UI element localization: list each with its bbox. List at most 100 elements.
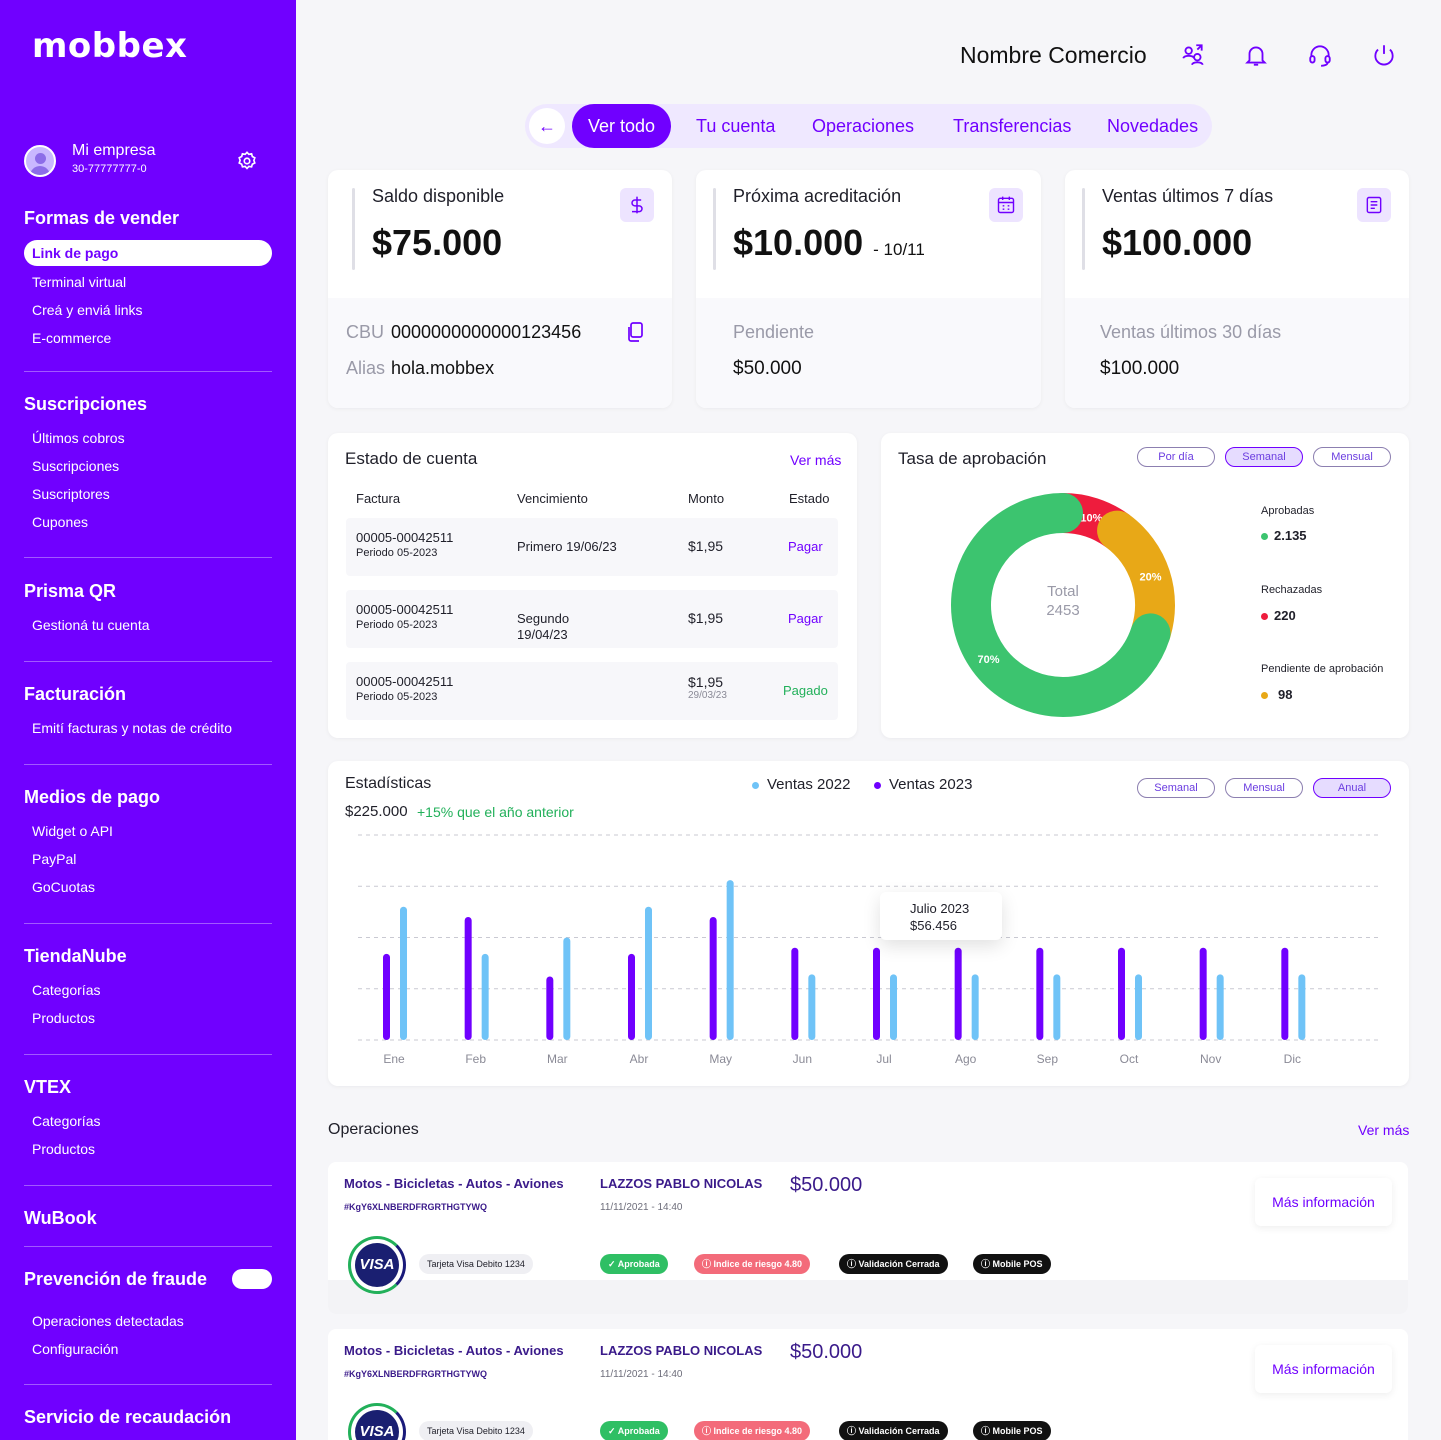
estado-ver-mas-link[interactable]: Ver más: [790, 452, 842, 468]
bar-ventas-2022[interactable]: [890, 974, 897, 1040]
profile[interactable]: Mi empresa 30-77777777-0: [24, 142, 272, 182]
sidebar-item-operaciones-detectadas[interactable]: Operaciones detectadas: [32, 1313, 184, 1329]
sidebar-heading-wubook[interactable]: WuBook: [24, 1208, 97, 1228]
donut-slice-label: 20%: [1139, 572, 1161, 584]
tab-novedades[interactable]: Novedades: [1107, 116, 1199, 136]
series-name: Ventas 2022: [767, 776, 851, 793]
operaciones-ver-mas-link[interactable]: Ver más: [1358, 1122, 1410, 1138]
value: 220: [1274, 608, 1296, 623]
mobbex-logo[interactable]: mobbex: [32, 26, 188, 66]
fraud-toggle[interactable]: [232, 1269, 272, 1289]
tab-operaciones[interactable]: Operaciones: [812, 116, 915, 136]
bar-ventas-2022[interactable]: [726, 880, 734, 1040]
filter-mensual[interactable]: Mensual: [1313, 447, 1391, 467]
bar-ventas-2023[interactable]: [464, 917, 472, 1040]
sidebar-item-ultimos-cobros[interactable]: Últimos cobros: [32, 430, 125, 446]
sidebar-item-ecommerce[interactable]: E-commerce: [32, 330, 112, 346]
kpi-accent-bar: [352, 188, 355, 270]
receipt-icon: [1357, 188, 1391, 222]
operation-card[interactable]: Motos - Bicicletas - Autos - Aviones #Kg…: [328, 1162, 1408, 1314]
sidebar-section-vtex: VTEX Categorías Productos: [24, 1075, 272, 1163]
filter-mensual[interactable]: Mensual: [1225, 778, 1303, 798]
kpi-label: Próxima acreditación: [733, 186, 902, 206]
bar-ventas-2023[interactable]: [546, 976, 554, 1040]
bar-ventas-2022[interactable]: [1135, 974, 1142, 1040]
bar-ventas-2023[interactable]: [709, 917, 717, 1040]
sidebar-item-configuracion[interactable]: Configuración: [32, 1341, 119, 1357]
sidebar-item-suscriptores[interactable]: Suscriptores: [32, 486, 110, 502]
tab-tu-cuenta[interactable]: Tu cuenta: [696, 116, 776, 136]
copy-icon[interactable]: [626, 322, 644, 342]
operation-date: 11/11/2021 - 14:40: [600, 1369, 683, 1380]
donut-center-label: Total 2453: [1003, 582, 1123, 620]
cbu-value: 0000000000000123456: [391, 322, 582, 342]
bar-ventas-2023[interactable]: [1118, 947, 1125, 1040]
mas-informacion-button[interactable]: Más información: [1255, 1178, 1392, 1226]
bar-ventas-2023[interactable]: [383, 953, 390, 1040]
operation-card[interactable]: Motos - Bicicletas - Autos - Aviones #Kg…: [328, 1329, 1408, 1440]
filter-semanal[interactable]: Semanal: [1225, 447, 1303, 467]
back-arrow-icon[interactable]: ←: [529, 108, 565, 144]
sidebar-item-terminal-virtual[interactable]: Terminal virtual: [32, 274, 127, 290]
sidebar-item-categorias[interactable]: Categorías: [32, 1113, 101, 1129]
filter-semanal[interactable]: Semanal: [1137, 778, 1215, 798]
sidebar-item-productos[interactable]: Productos: [32, 1010, 96, 1026]
bar-ventas-2023[interactable]: [954, 947, 962, 1040]
bar-ventas-2022[interactable]: [563, 937, 571, 1041]
bell-icon[interactable]: [1243, 42, 1269, 68]
switch-account-icon[interactable]: [1180, 42, 1206, 68]
bar-ventas-2022[interactable]: [1298, 974, 1306, 1040]
bar-ventas-2022[interactable]: [971, 974, 979, 1040]
gear-icon[interactable]: [236, 150, 258, 172]
divider: [24, 923, 272, 924]
channel-badge: ⓘ Mobile POS: [973, 1421, 1051, 1440]
sidebar-item-gocuotas[interactable]: GoCuotas: [32, 879, 96, 895]
bar-ventas-2022[interactable]: [400, 906, 407, 1040]
divider: [24, 764, 272, 765]
bar-ventas-2023[interactable]: [1036, 947, 1044, 1040]
sidebar-item-suscripciones[interactable]: Suscripciones: [32, 458, 120, 474]
approval-donut-chart: 10% 20% 70%: [951, 493, 1175, 717]
headset-icon[interactable]: [1307, 42, 1333, 68]
sidebar-item-productos[interactable]: Productos: [32, 1141, 96, 1157]
merchant-name: Nombre Comercio: [960, 42, 1147, 68]
estado-cuenta-card: Estado de cuenta Ver más Factura Vencimi…: [328, 433, 857, 738]
bar-ventas-2023[interactable]: [1281, 947, 1289, 1040]
bar-ventas-2022[interactable]: [645, 906, 652, 1040]
kpi-label: Ventas últimos 7 días: [1102, 186, 1274, 206]
bar-ventas-2023[interactable]: [873, 947, 880, 1040]
sidebar-item-cupones[interactable]: Cupones: [32, 514, 89, 530]
sidebar-section-suscripciones: Suscripciones Últimos cobros Suscripcion…: [24, 392, 272, 536]
vencimiento-line1: Segundo: [517, 611, 570, 626]
bar-ventas-2023[interactable]: [791, 947, 799, 1040]
sidebar-item-emiti-facturas[interactable]: Emití facturas y notas de crédito: [32, 720, 232, 736]
pagar-link[interactable]: Pagar: [788, 539, 823, 554]
tab-transferencias[interactable]: Transferencias: [953, 116, 1072, 136]
alias-label: Alias: [346, 358, 386, 378]
sidebar-item-gestiona-cuenta[interactable]: Gestioná tu cuenta: [32, 617, 150, 633]
donut-slice-label: 70%: [978, 654, 1000, 666]
sidebar-heading-recaudacion[interactable]: Servicio de recaudación: [24, 1407, 232, 1427]
filter-por-dia[interactable]: Por día: [1137, 447, 1215, 467]
kpi-accent-bar: [1082, 188, 1085, 270]
value: 2.135: [1274, 528, 1307, 543]
bar-ventas-2022[interactable]: [1216, 974, 1224, 1040]
pagar-link[interactable]: Pagar: [788, 611, 823, 626]
sidebar-item-widget-api[interactable]: Widget o API: [32, 823, 113, 839]
tab-ver-todo[interactable]: Ver todo: [572, 104, 672, 148]
bar-ventas-2022[interactable]: [808, 974, 816, 1040]
bar-ventas-2023[interactable]: [628, 953, 635, 1040]
pending-value: $50.000: [733, 358, 802, 379]
bar-ventas-2022[interactable]: [481, 953, 489, 1040]
bar-ventas-2022[interactable]: [1053, 974, 1061, 1040]
sidebar-item-categorias[interactable]: Categorías: [32, 982, 101, 998]
filter-anual[interactable]: Anual: [1313, 778, 1391, 798]
sidebar-item-crea-links[interactable]: Creá y enviá links: [32, 302, 143, 318]
sidebar-item-paypal[interactable]: PayPal: [32, 851, 77, 867]
sidebar-item-link-de-pago[interactable]: Link de pago: [24, 240, 272, 266]
mas-informacion-button[interactable]: Más información: [1255, 1345, 1392, 1393]
validation-text: Validación Cerrada: [858, 1426, 940, 1436]
power-icon[interactable]: [1371, 42, 1397, 68]
bar-ventas-2023[interactable]: [1199, 947, 1207, 1040]
status-text: Aprobada: [617, 1426, 660, 1436]
